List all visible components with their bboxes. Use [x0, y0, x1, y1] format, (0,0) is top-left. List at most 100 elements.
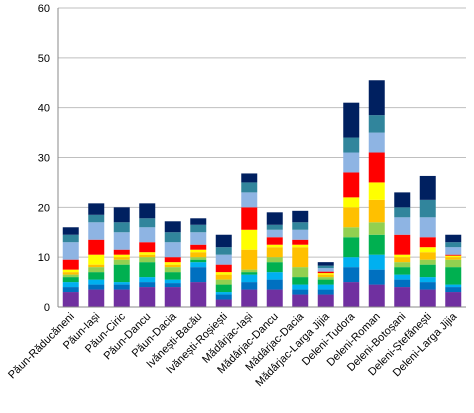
- bar-segment: [113, 222, 130, 233]
- bar-segment: [139, 287, 156, 307]
- bar-segment: [62, 292, 79, 307]
- bar-segment: [190, 232, 207, 245]
- bar-segment: [164, 257, 181, 263]
- bar-segment: [445, 255, 462, 258]
- bar-segment: [190, 257, 207, 260]
- bar-segment: [343, 227, 360, 238]
- bar-segment: [394, 262, 411, 268]
- bar-segment: [215, 294, 232, 300]
- bar-segment: [164, 221, 181, 233]
- bar-segment: [190, 282, 207, 307]
- bar-segment: [266, 229, 283, 238]
- bar-segment: [62, 272, 79, 275]
- bar-segment: [139, 277, 156, 283]
- bar-segment: [445, 247, 462, 255]
- bar-segment: [113, 284, 130, 290]
- bar-segment: [317, 273, 334, 275]
- bar-segment: [317, 294, 334, 307]
- bar-segment: [343, 137, 360, 153]
- bar-segment: [266, 237, 283, 245]
- bar-segment: [241, 274, 258, 283]
- bar-segment: [88, 272, 105, 280]
- bar-segment: [190, 267, 207, 283]
- bar-segment: [241, 272, 258, 275]
- bar-segment: [113, 207, 130, 223]
- bar-segment: [215, 292, 232, 295]
- bar-segment: [241, 182, 258, 193]
- bar-segment: [215, 264, 232, 273]
- bar-segment: [368, 269, 385, 285]
- bar-segment: [190, 262, 207, 268]
- bar-segment: [394, 234, 411, 255]
- bar-segment: [419, 252, 436, 260]
- bar-segment: [368, 234, 385, 255]
- bar-segment: [88, 279, 105, 285]
- bar-segment: [88, 222, 105, 240]
- bar-segment: [343, 267, 360, 283]
- bar-segment: [113, 259, 130, 265]
- bar-segment: [394, 217, 411, 235]
- bar-segment: [292, 229, 309, 240]
- bar-segment: [241, 269, 258, 273]
- bar-segment: [317, 262, 334, 266]
- bar-segment: [190, 224, 207, 233]
- bar-segment: [88, 267, 105, 273]
- bar-segment: [317, 279, 334, 285]
- bar-segment: [317, 274, 334, 278]
- bar-segment: [113, 254, 130, 258]
- bar-segment: [88, 254, 105, 265]
- bar-segment: [164, 279, 181, 284]
- bar-segment: [394, 267, 411, 275]
- bar-segment: [139, 254, 156, 258]
- bar-segment: [317, 265, 334, 269]
- bar-segment: [62, 277, 79, 283]
- bar-segment: [190, 218, 207, 225]
- bar-segment: [266, 244, 283, 248]
- bar-segment: [343, 257, 360, 268]
- bar-segment: [139, 282, 156, 288]
- bar-segment: [164, 283, 181, 288]
- bar-segment: [317, 271, 334, 274]
- bar-segment: [292, 222, 309, 230]
- bar-segment: [419, 217, 436, 238]
- bar-segment: [88, 284, 105, 290]
- bar-segment: [394, 287, 411, 307]
- bar-segment: [88, 289, 105, 307]
- bar-segment: [266, 289, 283, 307]
- bar-segment: [394, 192, 411, 208]
- bar-segment: [215, 299, 232, 307]
- bar-segment: [113, 232, 130, 250]
- bar-segment: [317, 284, 334, 290]
- bar-segment: [164, 264, 181, 268]
- bar-segment: [190, 252, 207, 258]
- bar-segment: [343, 102, 360, 138]
- bar-segment: [419, 282, 436, 290]
- bar-segment: [139, 227, 156, 243]
- bar-segment: [266, 212, 283, 225]
- bar-segment: [368, 115, 385, 133]
- bar-segment: [139, 252, 156, 255]
- bar-segment: [266, 224, 283, 230]
- y-tick-label: 20: [38, 202, 50, 214]
- bar-segment: [343, 282, 360, 307]
- bar-segment: [62, 287, 79, 293]
- bar-segment: [419, 277, 436, 283]
- y-tick-label: 40: [38, 103, 50, 115]
- y-tick-label: 30: [38, 153, 50, 165]
- bar-segment: [164, 262, 181, 265]
- bar-segment: [419, 199, 436, 218]
- bar-segment: [368, 284, 385, 307]
- bar-segment: [62, 234, 79, 243]
- bar-segment: [343, 207, 360, 228]
- bar-segment: [445, 257, 462, 260]
- bar-segment: [368, 222, 385, 235]
- bar-segment: [368, 80, 385, 116]
- bar-segment: [368, 182, 385, 200]
- bar-segment: [445, 287, 462, 293]
- bar-segment: [62, 269, 79, 273]
- bar-segment: [241, 229, 258, 250]
- bar-segment: [164, 242, 181, 258]
- bar-segment: [266, 279, 283, 290]
- bar-segment: [445, 267, 462, 285]
